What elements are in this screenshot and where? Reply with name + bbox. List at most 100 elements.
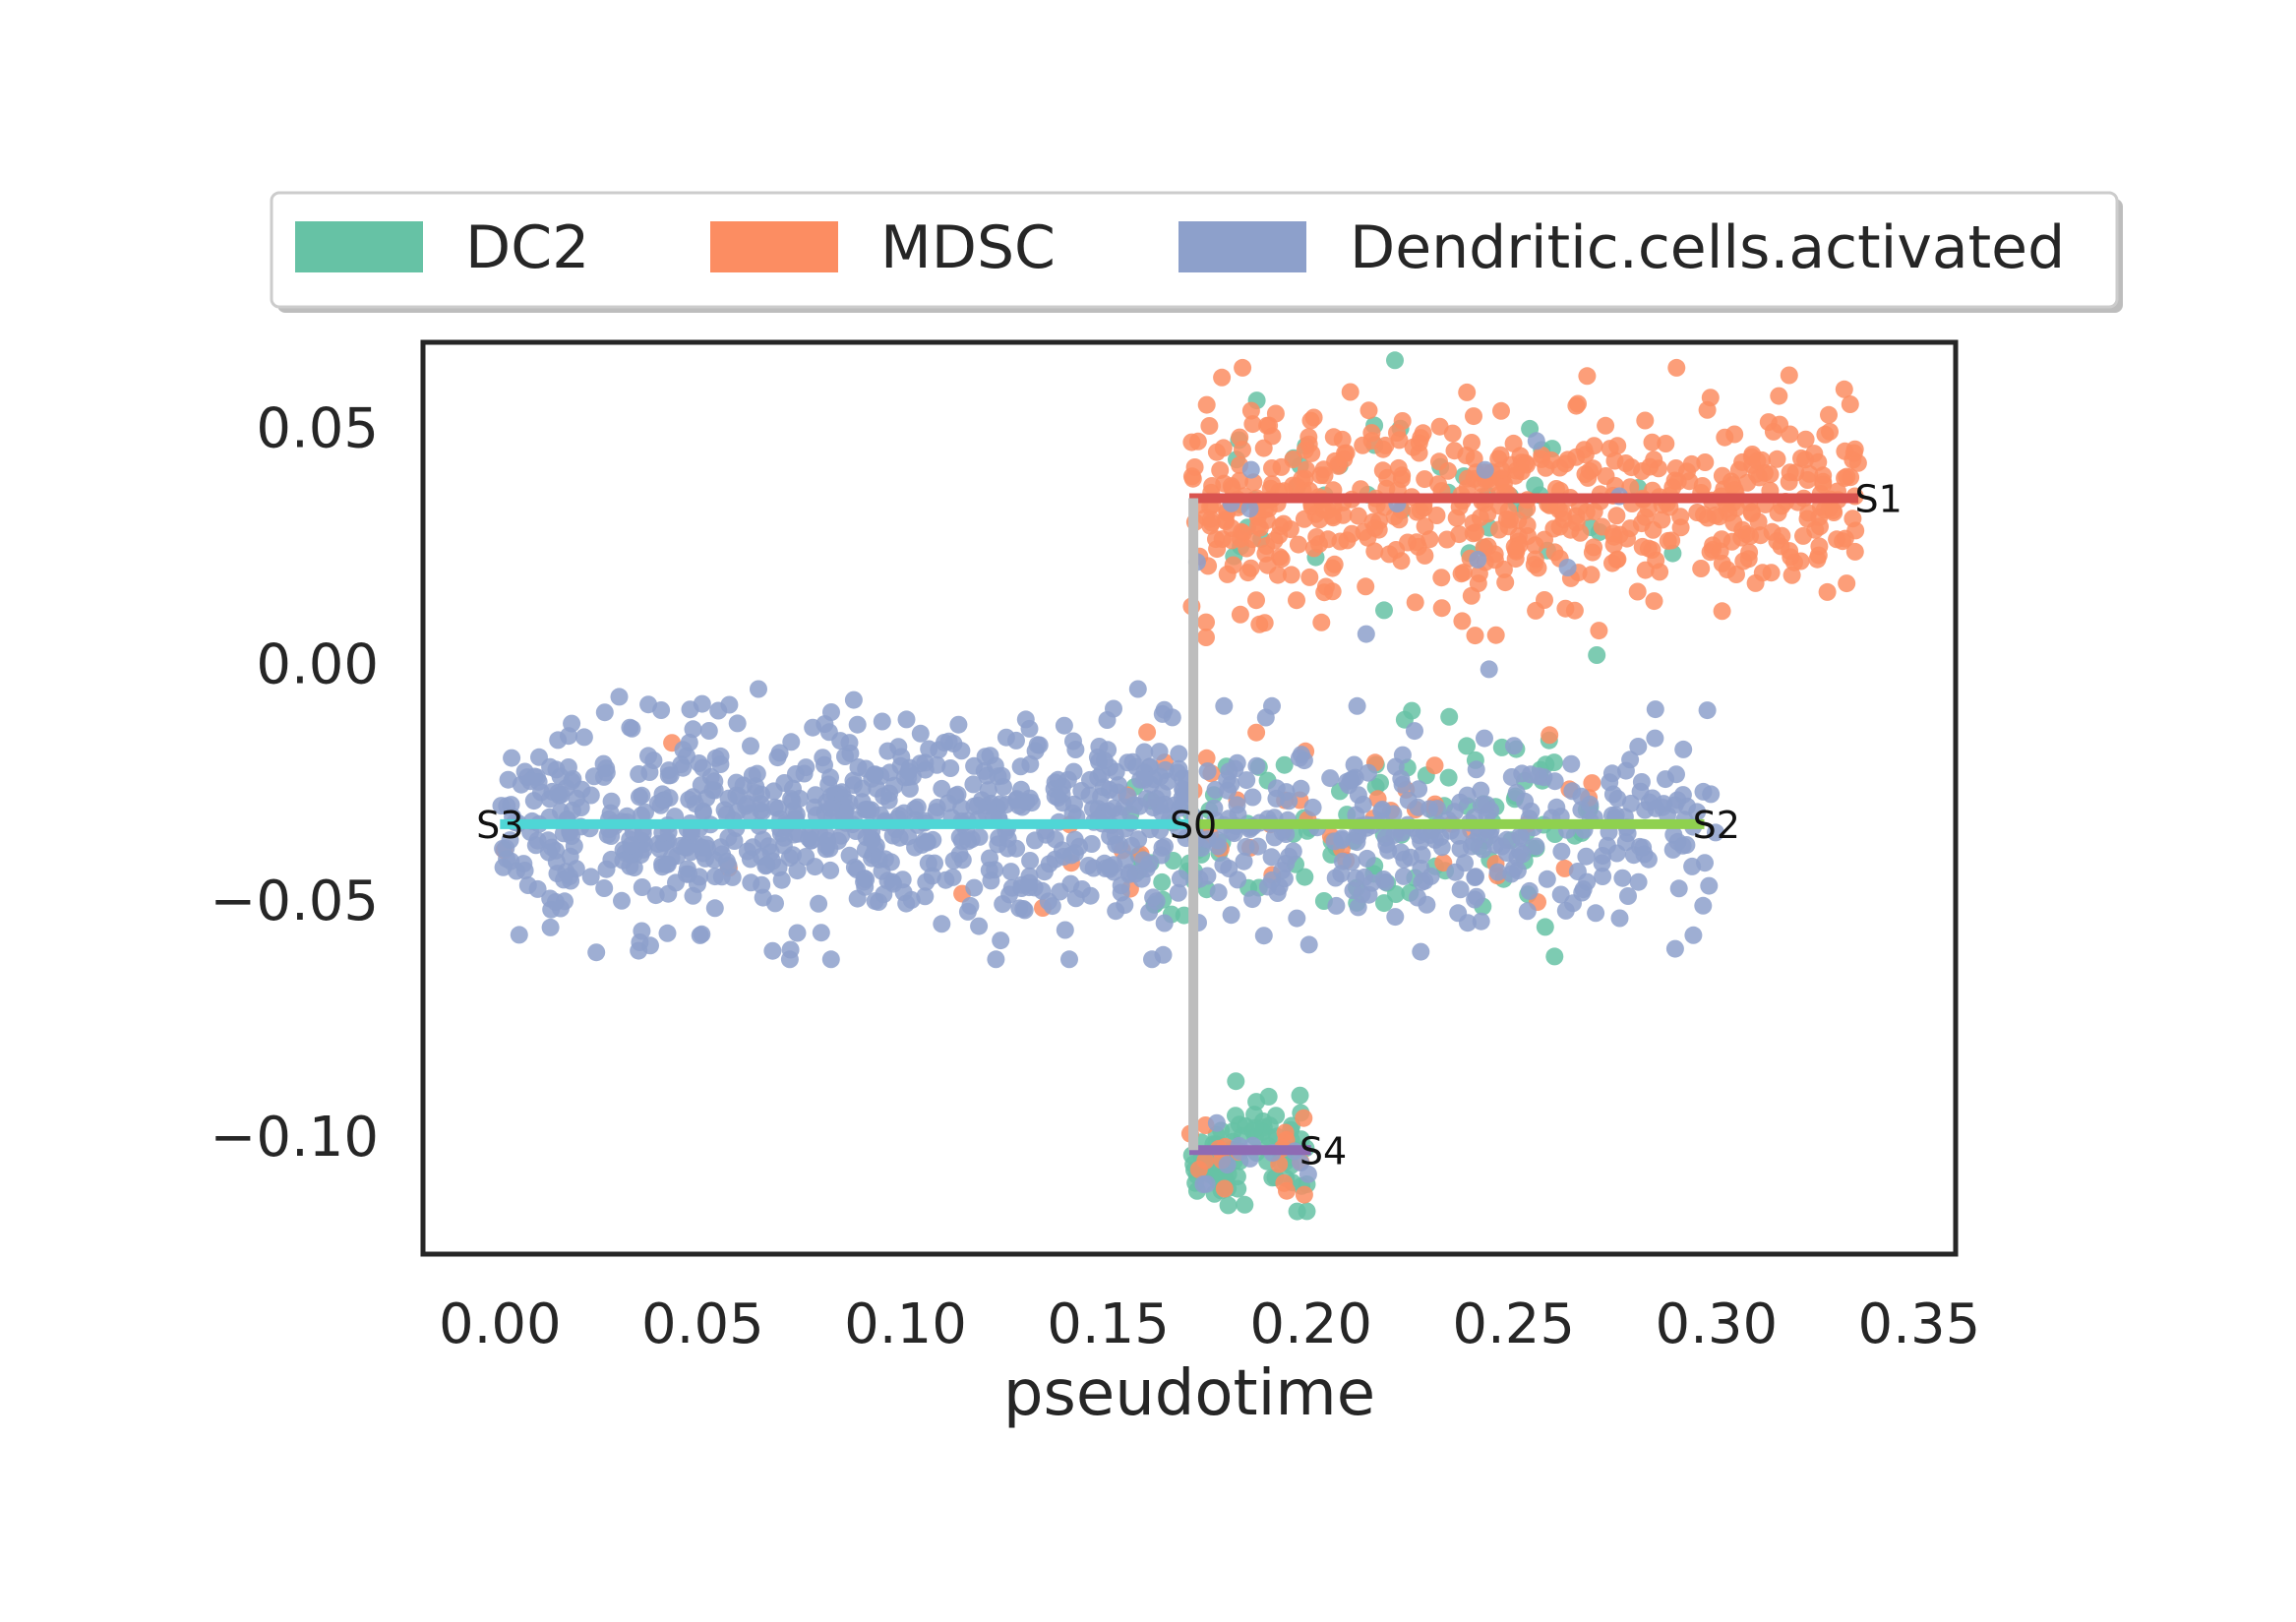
point-dendritic-cells-activated xyxy=(719,828,738,847)
point-dendritic-cells-activated xyxy=(1020,873,1039,892)
point-dendritic-cells-activated xyxy=(1081,886,1100,905)
x-tick-label: 0.15 xyxy=(1047,1292,1170,1356)
point-mdsc xyxy=(1241,559,1260,577)
point-mdsc xyxy=(1365,542,1384,561)
point-dc2 xyxy=(1153,872,1172,891)
point-dendritic-cells-activated xyxy=(1610,909,1629,928)
branch-label-s2: S2 xyxy=(1693,804,1740,847)
point-mdsc xyxy=(1768,450,1786,468)
point-mdsc xyxy=(1753,564,1772,582)
point-dendritic-cells-activated xyxy=(1240,500,1259,518)
point-dendritic-cells-activated xyxy=(1420,800,1439,818)
point-dendritic-cells-activated xyxy=(541,757,560,776)
point-mdsc xyxy=(1445,442,1464,460)
point-mdsc xyxy=(1791,552,1810,571)
point-mdsc xyxy=(1434,854,1453,872)
point-dendritic-cells-activated xyxy=(1215,696,1234,715)
point-dendritic-cells-activated xyxy=(992,931,1010,950)
point-dendritic-cells-activated xyxy=(501,831,519,850)
point-dendritic-cells-activated xyxy=(784,779,802,798)
point-dendritic-cells-activated xyxy=(1135,770,1154,789)
point-mdsc xyxy=(1504,434,1523,452)
point-dendritic-cells-activated xyxy=(1235,852,1253,871)
point-mdsc xyxy=(1518,455,1536,474)
point-dendritic-cells-activated xyxy=(1393,746,1412,764)
point-dendritic-cells-activated xyxy=(1156,760,1175,779)
point-dendritic-cells-activated xyxy=(728,714,747,733)
point-dendritic-cells-activated xyxy=(742,737,759,755)
point-mdsc xyxy=(1359,401,1378,420)
point-mdsc xyxy=(1300,568,1319,586)
point-mdsc xyxy=(1843,510,1862,528)
point-dendritic-cells-activated xyxy=(674,758,693,777)
point-dendritic-cells-activated xyxy=(1621,794,1640,812)
point-dendritic-cells-activated xyxy=(546,893,565,911)
point-dc2 xyxy=(1298,1202,1316,1221)
point-dendritic-cells-activated xyxy=(1219,781,1238,800)
point-dendritic-cells-activated xyxy=(1197,1174,1216,1193)
point-dendritic-cells-activated xyxy=(1169,883,1187,902)
point-dendritic-cells-activated xyxy=(667,873,685,892)
point-mdsc xyxy=(1314,460,1333,479)
point-dendritic-cells-activated xyxy=(821,861,840,879)
point-dendritic-cells-activated xyxy=(541,918,560,936)
point-dendritic-cells-activated xyxy=(1409,888,1426,907)
legend-swatch-dc2 xyxy=(295,221,423,272)
point-mdsc xyxy=(1713,602,1731,621)
point-mdsc xyxy=(1643,433,1662,451)
point-dendritic-cells-activated xyxy=(697,789,716,808)
point-mdsc xyxy=(1486,626,1505,644)
point-dendritic-cells-activated xyxy=(1118,788,1137,806)
point-dendritic-cells-activated xyxy=(622,836,640,855)
point-mdsc xyxy=(1453,612,1472,631)
point-dendritic-cells-activated xyxy=(1134,851,1153,870)
point-mdsc xyxy=(1597,416,1615,435)
point-mdsc xyxy=(1295,1109,1313,1127)
point-mdsc xyxy=(1544,519,1563,538)
point-dendritic-cells-activated xyxy=(1299,935,1318,954)
point-mdsc xyxy=(1197,613,1215,631)
point-mdsc xyxy=(1796,451,1815,469)
point-dendritic-cells-activated xyxy=(1458,786,1477,805)
point-dendritic-cells-activated xyxy=(682,843,700,862)
point-dendritic-cells-activated xyxy=(1056,921,1074,939)
point-dendritic-cells-activated xyxy=(1374,871,1393,888)
point-mdsc xyxy=(1696,453,1715,471)
point-mdsc xyxy=(1182,467,1201,486)
point-mdsc xyxy=(1201,516,1220,535)
point-dendritic-cells-activated xyxy=(1410,780,1428,799)
point-dendritic-cells-activated xyxy=(1520,881,1539,900)
point-dendritic-cells-activated xyxy=(1647,799,1665,817)
point-dendritic-cells-activated xyxy=(633,786,651,805)
point-mdsc xyxy=(1682,454,1701,473)
point-dendritic-cells-activated xyxy=(1065,830,1084,849)
point-mdsc xyxy=(1808,550,1827,569)
point-dendritic-cells-activated xyxy=(1456,854,1474,872)
point-dc2 xyxy=(1228,1168,1246,1186)
point-mdsc xyxy=(1740,543,1759,562)
point-dendritic-cells-activated xyxy=(915,832,934,851)
point-mdsc xyxy=(1215,1179,1234,1198)
point-mdsc xyxy=(1335,450,1354,468)
point-dendritic-cells-activated xyxy=(1472,781,1490,800)
point-dendritic-cells-activated xyxy=(865,765,883,784)
point-dendritic-cells-activated xyxy=(737,797,755,815)
point-dendritic-cells-activated xyxy=(1128,680,1147,698)
legend-swatch-mdsc xyxy=(710,221,838,272)
point-mdsc xyxy=(1466,627,1484,645)
point-dendritic-cells-activated xyxy=(1001,863,1020,881)
point-mdsc xyxy=(1643,541,1662,559)
point-mdsc xyxy=(1651,563,1669,581)
point-mdsc xyxy=(1748,451,1767,470)
point-mdsc xyxy=(1770,387,1788,405)
point-mdsc xyxy=(1780,366,1798,385)
point-mdsc xyxy=(1838,574,1856,593)
point-dendritic-cells-activated xyxy=(1209,883,1228,902)
point-dendritic-cells-activated xyxy=(1011,757,1030,776)
point-dendritic-cells-activated xyxy=(524,792,543,811)
point-mdsc xyxy=(1578,367,1597,386)
point-dendritic-cells-activated xyxy=(941,759,960,777)
point-dendritic-cells-activated xyxy=(1229,871,1247,889)
point-dendritic-cells-activated xyxy=(1155,914,1174,932)
point-mdsc xyxy=(1284,451,1302,468)
